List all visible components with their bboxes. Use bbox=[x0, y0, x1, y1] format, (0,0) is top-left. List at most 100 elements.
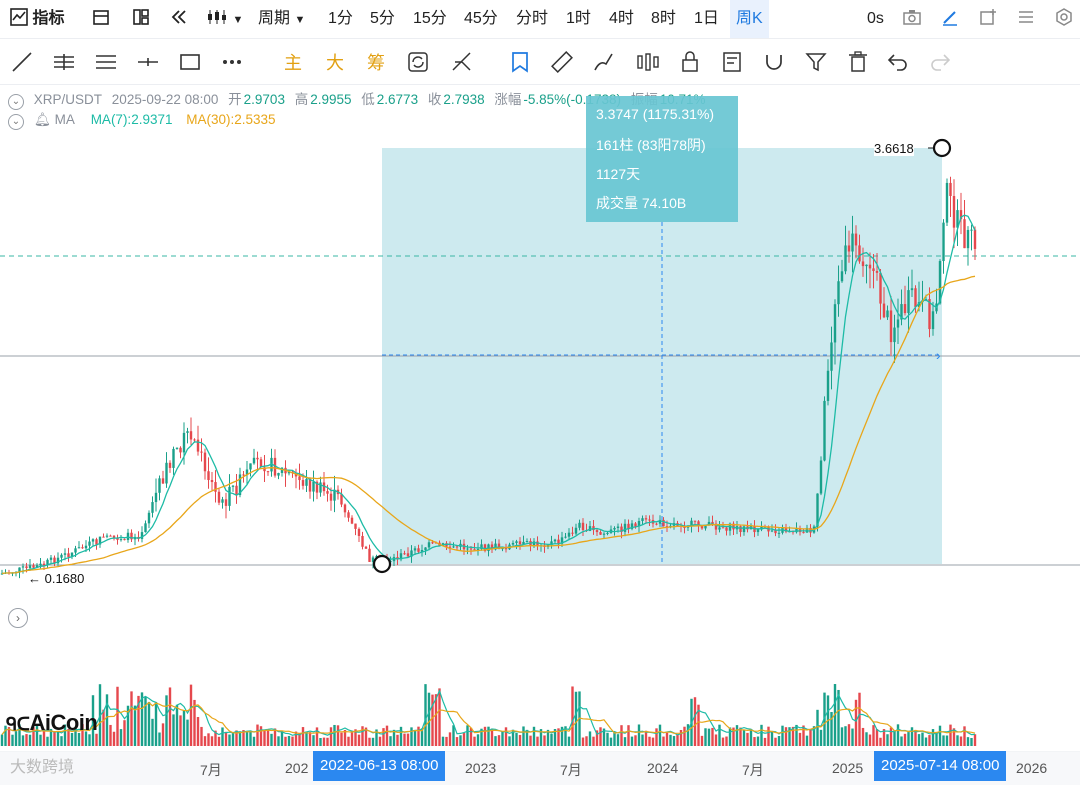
tooltip-volume: 成交量 74.10B bbox=[596, 195, 687, 211]
volume-bar bbox=[158, 732, 161, 746]
candle-body bbox=[70, 552, 74, 558]
volume-bar bbox=[448, 732, 452, 746]
candle-pattern-icon[interactable] bbox=[636, 50, 660, 74]
candle-type-dropdown[interactable]: ▼ bbox=[206, 0, 243, 38]
candle-body bbox=[956, 210, 959, 228]
volume-bar bbox=[168, 687, 172, 746]
trash-icon[interactable] bbox=[846, 50, 870, 74]
volume-bar bbox=[718, 724, 721, 746]
volume-bar bbox=[830, 711, 833, 746]
horizontal-line-icon[interactable] bbox=[136, 50, 160, 74]
parallel-lines-icon[interactable] bbox=[52, 50, 76, 74]
range-start-handle[interactable] bbox=[372, 554, 392, 574]
draw-pen-icon[interactable] bbox=[940, 0, 960, 38]
measure-icon[interactable] bbox=[450, 50, 474, 74]
layout-icon[interactable] bbox=[132, 0, 150, 38]
volume-bar bbox=[686, 724, 690, 746]
candle-body bbox=[476, 548, 480, 550]
volume-bar bbox=[795, 724, 798, 746]
volume-bar bbox=[312, 735, 315, 746]
candle-body bbox=[340, 494, 343, 505]
period-4h[interactable]: 4时 bbox=[609, 10, 634, 27]
volume-bar bbox=[217, 736, 221, 746]
period-1h[interactable]: 1时 bbox=[566, 10, 591, 27]
period-5m[interactable]: 5分 bbox=[370, 10, 395, 27]
candle-body bbox=[637, 520, 641, 527]
x-tick: 2024 bbox=[647, 760, 679, 776]
candle-body bbox=[714, 523, 718, 530]
calendar-icon[interactable] bbox=[92, 0, 110, 38]
candle-body bbox=[868, 264, 872, 269]
note-icon[interactable] bbox=[720, 50, 744, 74]
period-dropdown[interactable]: 周期 ▼ bbox=[258, 0, 305, 38]
volume-bar bbox=[4, 725, 7, 746]
trendline-icon[interactable] bbox=[10, 50, 34, 74]
more-icon[interactable] bbox=[220, 50, 244, 74]
bookmark-icon[interactable] bbox=[508, 50, 532, 74]
volume-bar bbox=[228, 734, 231, 746]
collapse-icon[interactable]: ⌄ bbox=[8, 114, 24, 130]
collapse-icon[interactable]: ⌄ bbox=[8, 94, 24, 110]
volume-bar bbox=[952, 728, 956, 746]
volume-bar bbox=[214, 730, 217, 746]
x-tick: 2023 bbox=[465, 760, 497, 776]
period-45m[interactable]: 45分 bbox=[464, 10, 498, 27]
period-15m[interactable]: 15分 bbox=[413, 10, 447, 27]
alert-bell-icon[interactable]: 🔔︎ bbox=[33, 112, 51, 127]
undo-icon[interactable] bbox=[886, 50, 910, 74]
filter-icon[interactable] bbox=[804, 50, 828, 74]
candle-body bbox=[238, 474, 242, 496]
candle-body bbox=[63, 553, 67, 555]
candle-body bbox=[189, 431, 193, 440]
volume-bar bbox=[949, 724, 952, 746]
ruler-icon[interactable] bbox=[550, 50, 574, 74]
candle-body bbox=[277, 472, 280, 476]
volume-bar bbox=[116, 686, 119, 746]
volume-bar bbox=[623, 737, 627, 746]
volume-bar bbox=[543, 735, 546, 746]
candle-body bbox=[231, 485, 235, 487]
camera-icon[interactable] bbox=[902, 0, 922, 38]
fib-lines-icon[interactable] bbox=[94, 50, 118, 74]
period-1d[interactable]: 1日 bbox=[694, 10, 719, 27]
volume-bar bbox=[70, 732, 74, 746]
candle-body bbox=[574, 527, 578, 534]
period-8h[interactable]: 8时 bbox=[651, 10, 676, 27]
period-1m[interactable]: 1分 bbox=[328, 10, 353, 27]
rectangle-icon[interactable] bbox=[178, 50, 202, 74]
chips-button[interactable]: 筹 bbox=[367, 53, 385, 74]
period-weekly[interactable]: 周K bbox=[730, 0, 769, 38]
settings-list-icon[interactable] bbox=[1016, 0, 1036, 38]
volume-bar bbox=[756, 736, 760, 746]
gear-icon[interactable] bbox=[1054, 0, 1074, 38]
volume-bar bbox=[592, 736, 595, 746]
volume-bar bbox=[637, 724, 641, 746]
indicators-button[interactable]: 指标 bbox=[10, 0, 64, 38]
redo-icon[interactable] bbox=[928, 50, 952, 74]
candle-body bbox=[333, 489, 336, 501]
sync-icon[interactable] bbox=[406, 50, 430, 74]
lock-icon[interactable] bbox=[678, 50, 702, 74]
volume-bar bbox=[844, 726, 847, 746]
add-chart-icon[interactable] bbox=[978, 0, 998, 38]
main-force-button[interactable]: 主 bbox=[284, 53, 302, 74]
candle-body bbox=[263, 467, 266, 472]
candle-body bbox=[903, 304, 907, 314]
volume-bar bbox=[959, 736, 963, 746]
period-timeline[interactable]: 分时 bbox=[516, 10, 549, 27]
candle-body bbox=[298, 476, 301, 481]
candle-body bbox=[399, 553, 403, 560]
candle-body bbox=[571, 532, 574, 534]
brush-icon[interactable] bbox=[592, 50, 616, 74]
magnet-icon[interactable] bbox=[762, 50, 786, 74]
candle-body bbox=[728, 523, 732, 531]
big-order-button[interactable]: 大 bbox=[326, 53, 344, 74]
candle-body bbox=[872, 268, 875, 272]
rewind-icon[interactable] bbox=[170, 0, 188, 38]
tooltip-bars: 161柱 (83阳78阴) bbox=[596, 137, 706, 153]
expand-volume-icon[interactable]: › bbox=[8, 608, 28, 628]
candle-body bbox=[95, 539, 98, 545]
range-end-handle[interactable] bbox=[932, 138, 952, 158]
volume-bar bbox=[571, 686, 574, 746]
